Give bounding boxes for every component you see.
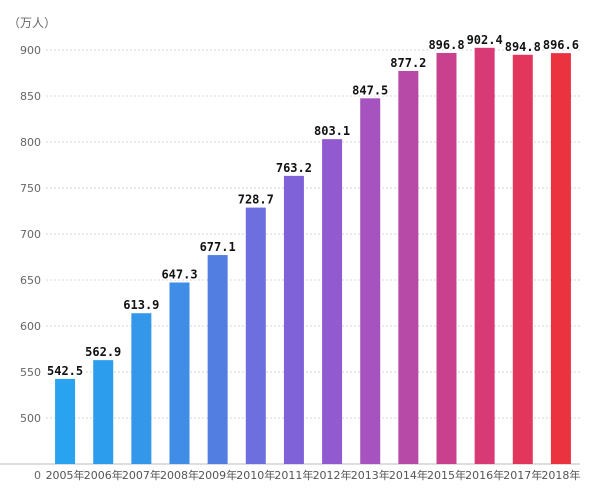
y-tick-label: 650 [20, 274, 41, 287]
x-tick-label: 2008年 [160, 468, 199, 482]
y-tick-label: 500 [20, 412, 41, 425]
y-tick-label: 700 [20, 228, 41, 241]
x-tick-label: 2005年 [46, 468, 85, 482]
data-label: 677.1 [200, 240, 236, 254]
bar [245, 207, 266, 464]
x-tick-label: 2011年 [274, 468, 313, 482]
bars [55, 47, 571, 465]
data-label: 763.2 [276, 161, 312, 175]
data-label: 562.9 [85, 345, 121, 359]
data-label: 647.3 [161, 267, 197, 281]
data-label: 847.5 [352, 83, 388, 97]
data-label: 896.8 [428, 38, 464, 52]
bar [131, 313, 152, 464]
data-label: 803.1 [314, 124, 350, 138]
x-tick-label: 2012年 [313, 468, 352, 482]
y-axis-unit-label: （万人） [8, 16, 56, 30]
data-label: 613.9 [123, 298, 159, 312]
bar [360, 98, 381, 465]
y-tick-label: 0 [34, 469, 41, 482]
x-tick-label: 2016年 [465, 468, 504, 482]
y-tick-label: 900 [20, 44, 41, 57]
bar [436, 52, 457, 464]
bar [512, 54, 533, 465]
gridlines [46, 49, 580, 419]
x-tick-label: 2014年 [389, 468, 428, 482]
bar [169, 282, 190, 464]
x-tick-label: 2009年 [198, 468, 237, 482]
x-tick-label: 2010年 [236, 468, 275, 482]
y-tick-label: 550 [20, 366, 41, 379]
bar [93, 360, 114, 464]
x-tick-label: 2017年 [503, 468, 542, 482]
x-tick-label: 2006年 [84, 468, 123, 482]
data-label: 894.8 [505, 40, 541, 54]
x-axis-ticks: 2005年 2006年 2007年 2008年 2009年 2010年 2011年 2012年… [46, 468, 581, 482]
data-label: 542.5 [47, 364, 83, 378]
x-tick-label: 2007年 [122, 468, 161, 482]
x-tick-label: 2018年 [541, 468, 580, 482]
data-label: 728.7 [238, 193, 274, 207]
data-label: 877.2 [390, 56, 426, 70]
bar [398, 70, 419, 464]
y-axis-ticks: 0 500 550 600 650 700 750 800 850 900 [20, 44, 41, 482]
y-tick-label: 800 [20, 136, 41, 149]
data-label: 896.6 [543, 38, 579, 52]
bar [322, 139, 343, 464]
x-tick-label: 2013年 [351, 468, 390, 482]
bar [283, 175, 304, 464]
y-tick-label: 850 [20, 90, 41, 103]
y-tick-label: 600 [20, 320, 41, 333]
x-tick-label: 2015年 [427, 468, 466, 482]
bar [550, 53, 571, 465]
bar [474, 47, 495, 465]
y-tick-label: 750 [20, 182, 41, 195]
bar [207, 255, 228, 464]
bar [55, 378, 76, 464]
data-label: 902.4 [467, 33, 503, 47]
